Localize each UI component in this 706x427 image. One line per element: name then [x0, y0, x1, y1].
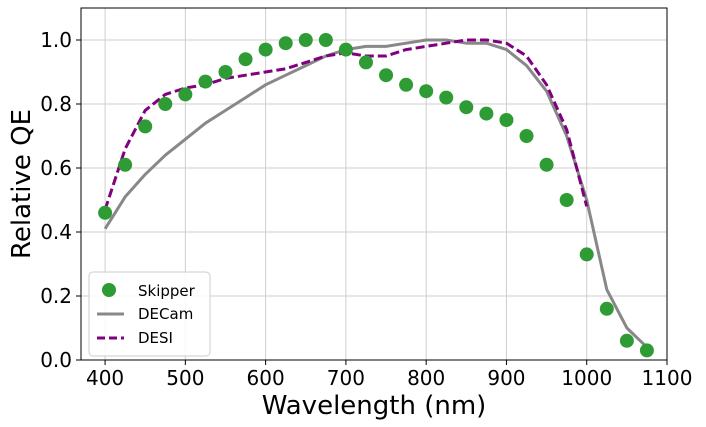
legend-label-skipper: Skipper	[138, 282, 196, 300]
legend: Skipper DECam DESI	[88, 271, 211, 357]
point-skipper	[138, 119, 153, 134]
point-skipper	[218, 65, 233, 79]
point-skipper	[579, 247, 594, 262]
point-skipper	[419, 84, 434, 99]
point-skipper	[338, 42, 353, 57]
point-skipper	[559, 193, 574, 207]
point-skipper	[459, 100, 474, 115]
y-tick-label: 0.0	[40, 348, 72, 372]
point-skipper	[499, 113, 514, 127]
point-skipper	[98, 205, 113, 220]
point-skipper	[479, 106, 494, 121]
plot-frame	[80, 7, 668, 361]
point-skipper	[298, 33, 313, 47]
x-tick-label: 400	[86, 366, 124, 390]
point-skipper	[599, 301, 614, 316]
y-tick-label: 0.2	[40, 284, 72, 308]
y-tick-label: 0.6	[40, 156, 72, 180]
y-tick-label: 1.0	[40, 28, 72, 52]
point-skipper	[318, 33, 333, 47]
point-skipper	[358, 55, 373, 70]
legend-box	[88, 271, 211, 357]
data-series	[98, 33, 654, 358]
point-skipper	[158, 97, 173, 111]
y-axis-title: Relative QE	[7, 109, 37, 259]
x-tick-label: 1100	[642, 366, 693, 390]
point-skipper	[439, 90, 454, 105]
y-axis-ticks: 0.0 0.2 0.4 0.6 0.8 1.0	[40, 28, 81, 372]
x-tick-label: 800	[407, 366, 445, 390]
point-skipper	[278, 36, 293, 51]
x-tick-label: 600	[247, 366, 285, 390]
line-decam	[103, 38, 648, 349]
x-axis-ticks: 400 500 600 700 800 900 1000 1100	[86, 360, 692, 390]
point-skipper	[639, 343, 654, 358]
point-skipper	[238, 52, 253, 67]
point-skipper	[198, 74, 213, 89]
x-axis-title: Wavelength (nm)	[262, 391, 487, 421]
grid-lines	[81, 8, 668, 361]
x-tick-label: 1000	[561, 366, 612, 390]
point-skipper	[519, 129, 534, 143]
point-skipper	[619, 333, 634, 348]
point-skipper	[379, 68, 394, 83]
y-tick-label: 0.8	[40, 92, 72, 116]
y-tick-label: 0.4	[40, 220, 72, 244]
point-skipper	[118, 157, 133, 172]
point-skipper	[258, 42, 273, 57]
point-skipper	[539, 157, 554, 172]
legend-marker-skipper	[102, 283, 116, 297]
legend-label-desi: DESI	[138, 329, 173, 347]
x-tick-label: 900	[487, 366, 525, 390]
point-skipper	[178, 87, 193, 102]
point-skipper	[399, 77, 414, 92]
x-tick-label: 700	[327, 366, 365, 390]
x-tick-label: 500	[166, 366, 204, 390]
legend-label-decam: DECam	[138, 305, 193, 323]
